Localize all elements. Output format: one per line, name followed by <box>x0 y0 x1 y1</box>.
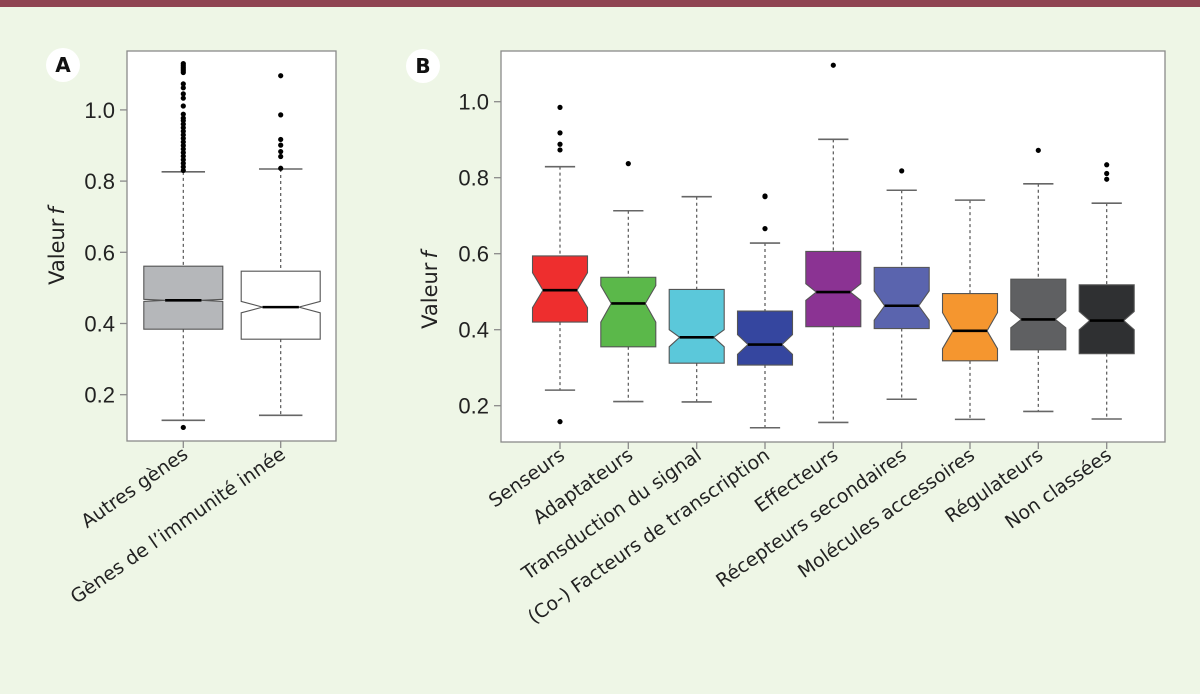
outlier-point <box>557 130 563 136</box>
outlier-point <box>180 121 186 127</box>
outlier-point <box>180 153 186 159</box>
outlier-point <box>180 115 186 121</box>
outlier-point <box>180 167 186 174</box>
panel-a-y-axis-title: Valeur f <box>45 204 69 285</box>
y-tick-label: 0.6 <box>84 240 115 265</box>
outlier-point <box>278 112 284 118</box>
outlier-point <box>180 85 186 91</box>
box-non-class-es <box>1078 162 1135 420</box>
panel-b-boxes <box>531 62 1135 429</box>
y-tick-label: 1.0 <box>458 90 489 115</box>
box-mol-cules-accessoires <box>941 199 999 421</box>
box-autres-g-nes <box>143 61 224 431</box>
box-body <box>143 265 224 330</box>
outlier-point <box>278 148 284 155</box>
box-body <box>668 288 725 364</box>
box-adaptateurs <box>600 161 657 403</box>
box-body <box>736 310 794 366</box>
box-effecteurs <box>805 62 862 424</box>
panel-a: A 0.2 0.4 0.6 0.8 1.0 Valeur f Autres gènesGè… <box>45 48 337 608</box>
y-tick-label: 1.0 <box>84 98 115 123</box>
outlier-point <box>180 142 186 149</box>
outlier-point <box>278 136 284 143</box>
outlier-point <box>762 226 768 232</box>
outlier-point <box>180 103 186 109</box>
outlier-point <box>1104 170 1110 177</box>
box-co-facteurs-de-transcription <box>736 193 794 429</box>
outlier-point <box>557 104 563 110</box>
y-tick-label: 0.8 <box>84 169 115 194</box>
outlier-point <box>180 125 186 131</box>
outlier-point <box>278 153 284 160</box>
outlier-point <box>278 165 284 171</box>
panel-b-y-axis: 0.2 0.4 0.6 0.8 1.0 <box>458 90 501 419</box>
box-r-cepteurs-secondaires <box>873 168 930 401</box>
outlier-point <box>278 142 284 148</box>
panel-b-y-title-var: f <box>418 248 442 259</box>
y-tick-label: 0.8 <box>458 166 489 191</box>
outlier-point <box>180 61 186 67</box>
outlier-point <box>1104 176 1110 182</box>
panel-a-y-title-var: f <box>45 204 69 215</box>
box-transduction-du-signal <box>668 195 725 403</box>
y-tick-label: 0.4 <box>458 318 489 343</box>
top-accent-bar <box>0 0 1200 7</box>
y-tick-label: 0.2 <box>458 394 489 419</box>
box-body <box>600 276 657 348</box>
outlier-point <box>180 164 186 170</box>
outlier-point <box>899 168 905 174</box>
box-body <box>941 293 999 362</box>
outlier-point <box>180 91 186 97</box>
panel-a-badge <box>46 48 80 82</box>
outlier-point <box>180 150 186 156</box>
box-body <box>1078 284 1135 355</box>
y-tick-label: 0.2 <box>84 383 115 408</box>
outlier-point <box>180 139 186 145</box>
panel-a-y-axis: 0.2 0.4 0.6 0.8 1.0 <box>84 98 127 408</box>
outlier-point <box>830 62 836 68</box>
box-senseurs <box>531 104 589 425</box>
panel-a-y-title-main: Valeur <box>45 218 69 285</box>
panel-b-y-axis-title: Valeur f <box>418 248 442 329</box>
panel-a-badge-label: A <box>55 53 71 77</box>
outlier-point <box>180 146 186 152</box>
outlier-point <box>180 135 186 141</box>
box-body <box>805 250 862 328</box>
outlier-point <box>557 141 563 147</box>
outlier-point <box>180 111 186 117</box>
outlier-point <box>180 128 186 134</box>
panel-b: B 0.2 0.4 0.6 0.8 1.0 Valeur f SenseursAdapta… <box>406 49 1166 628</box>
outlier-point <box>762 193 768 199</box>
outlier-point <box>180 132 186 138</box>
box-body <box>873 266 930 330</box>
outlier-point <box>180 157 186 163</box>
outlier-point <box>180 160 186 166</box>
outlier-point <box>278 73 284 79</box>
panel-b-badge-label: B <box>415 54 430 78</box>
y-tick-label: 0.6 <box>458 242 489 267</box>
outlier-point <box>1104 162 1110 168</box>
y-tick-label: 0.4 <box>84 312 115 337</box>
outlier-point <box>180 424 186 431</box>
panel-a-boxes <box>143 61 321 431</box>
outlier-point <box>557 147 563 153</box>
outlier-point <box>180 81 186 87</box>
outlier-point <box>180 95 186 101</box>
outlier-point <box>625 161 631 167</box>
box-body <box>1010 278 1067 351</box>
box-body <box>240 270 321 340</box>
box-g-nes-de-l-immunit-inn-e <box>240 73 321 417</box>
panel-b-y-title-main: Valeur <box>418 262 442 329</box>
outlier-point <box>1035 147 1041 153</box>
panel-b-badge <box>406 49 440 83</box>
panel-a-plot-area <box>126 50 337 442</box>
box-r-gulateurs <box>1010 147 1067 413</box>
outlier-point <box>557 419 563 425</box>
